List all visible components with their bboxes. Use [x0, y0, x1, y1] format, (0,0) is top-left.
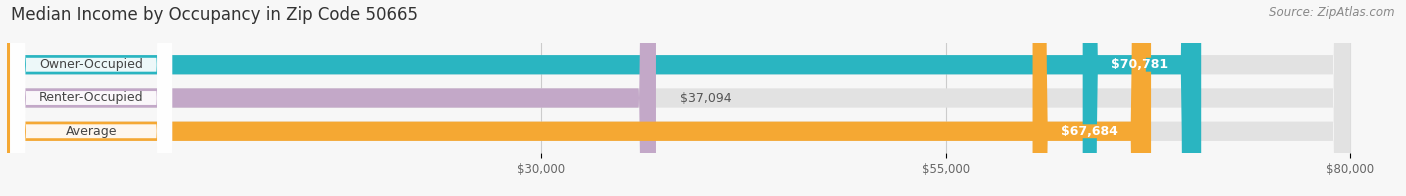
FancyBboxPatch shape: [7, 0, 1350, 196]
Text: Average: Average: [66, 125, 117, 138]
FancyBboxPatch shape: [1032, 0, 1146, 196]
FancyBboxPatch shape: [7, 0, 1152, 196]
Text: $70,781: $70,781: [1111, 58, 1168, 71]
Text: Renter-Occupied: Renter-Occupied: [39, 92, 143, 104]
FancyBboxPatch shape: [1083, 0, 1197, 196]
Text: $67,684: $67,684: [1060, 125, 1118, 138]
FancyBboxPatch shape: [10, 0, 172, 196]
FancyBboxPatch shape: [10, 0, 172, 196]
FancyBboxPatch shape: [7, 0, 1201, 196]
Text: $37,094: $37,094: [681, 92, 733, 104]
Text: Owner-Occupied: Owner-Occupied: [39, 58, 143, 71]
FancyBboxPatch shape: [7, 0, 657, 196]
FancyBboxPatch shape: [10, 0, 172, 196]
Text: Median Income by Occupancy in Zip Code 50665: Median Income by Occupancy in Zip Code 5…: [11, 6, 418, 24]
Text: Source: ZipAtlas.com: Source: ZipAtlas.com: [1270, 6, 1395, 19]
FancyBboxPatch shape: [7, 0, 1350, 196]
FancyBboxPatch shape: [7, 0, 1350, 196]
